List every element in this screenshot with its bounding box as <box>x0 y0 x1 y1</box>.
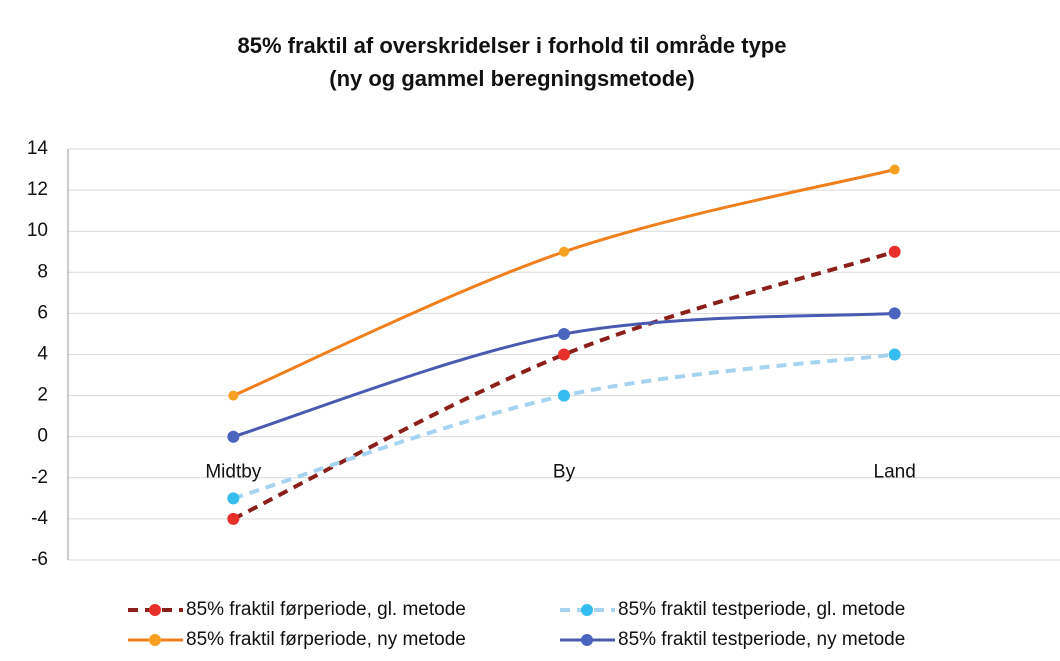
series-line <box>232 168 896 397</box>
y-tick-label: 4 <box>37 344 48 365</box>
legend-label: 85% fraktil førperiode, gl. metode <box>186 599 466 620</box>
y-tick-label: 8 <box>37 261 48 282</box>
y-tick-label: 6 <box>37 302 48 323</box>
legend-marker <box>581 604 593 616</box>
legend-marker <box>149 604 161 616</box>
legend-marker <box>149 634 161 646</box>
x-tick-label: Midtby <box>205 462 261 483</box>
point <box>558 348 570 361</box>
point <box>558 389 570 402</box>
legend-label: 85% fraktil testperiode, ny metode <box>618 629 905 650</box>
y-tick-label: -4 <box>31 508 48 529</box>
chart-subtitle: (ny og gammel beregningsmetode) <box>329 66 695 91</box>
y-tick-label: 10 <box>27 220 48 241</box>
point <box>888 307 901 320</box>
legend-label: 85% fraktil førperiode, ny metode <box>186 629 466 650</box>
point <box>558 327 570 340</box>
point <box>888 245 901 258</box>
y-tick-label: 2 <box>37 385 48 406</box>
point <box>888 348 901 361</box>
y-tick-label: 0 <box>37 426 48 447</box>
legend-marker <box>581 634 593 646</box>
legend-label: 85% fraktil testperiode, gl. metode <box>618 599 905 620</box>
series-line <box>232 249 896 521</box>
point <box>227 512 240 525</box>
chart-title: 85% fraktil af overskridelser i forhold … <box>238 33 787 58</box>
point <box>227 492 240 505</box>
y-tick-label: -2 <box>31 467 48 488</box>
point <box>559 246 569 257</box>
point <box>228 390 239 401</box>
point <box>227 430 240 443</box>
x-tick-label: Land <box>874 462 916 483</box>
y-tick-label: -6 <box>31 549 48 570</box>
y-tick-label: 14 <box>27 138 49 159</box>
x-tick-label: By <box>553 462 576 483</box>
y-tick-label: 12 <box>27 179 48 200</box>
point <box>889 164 900 175</box>
